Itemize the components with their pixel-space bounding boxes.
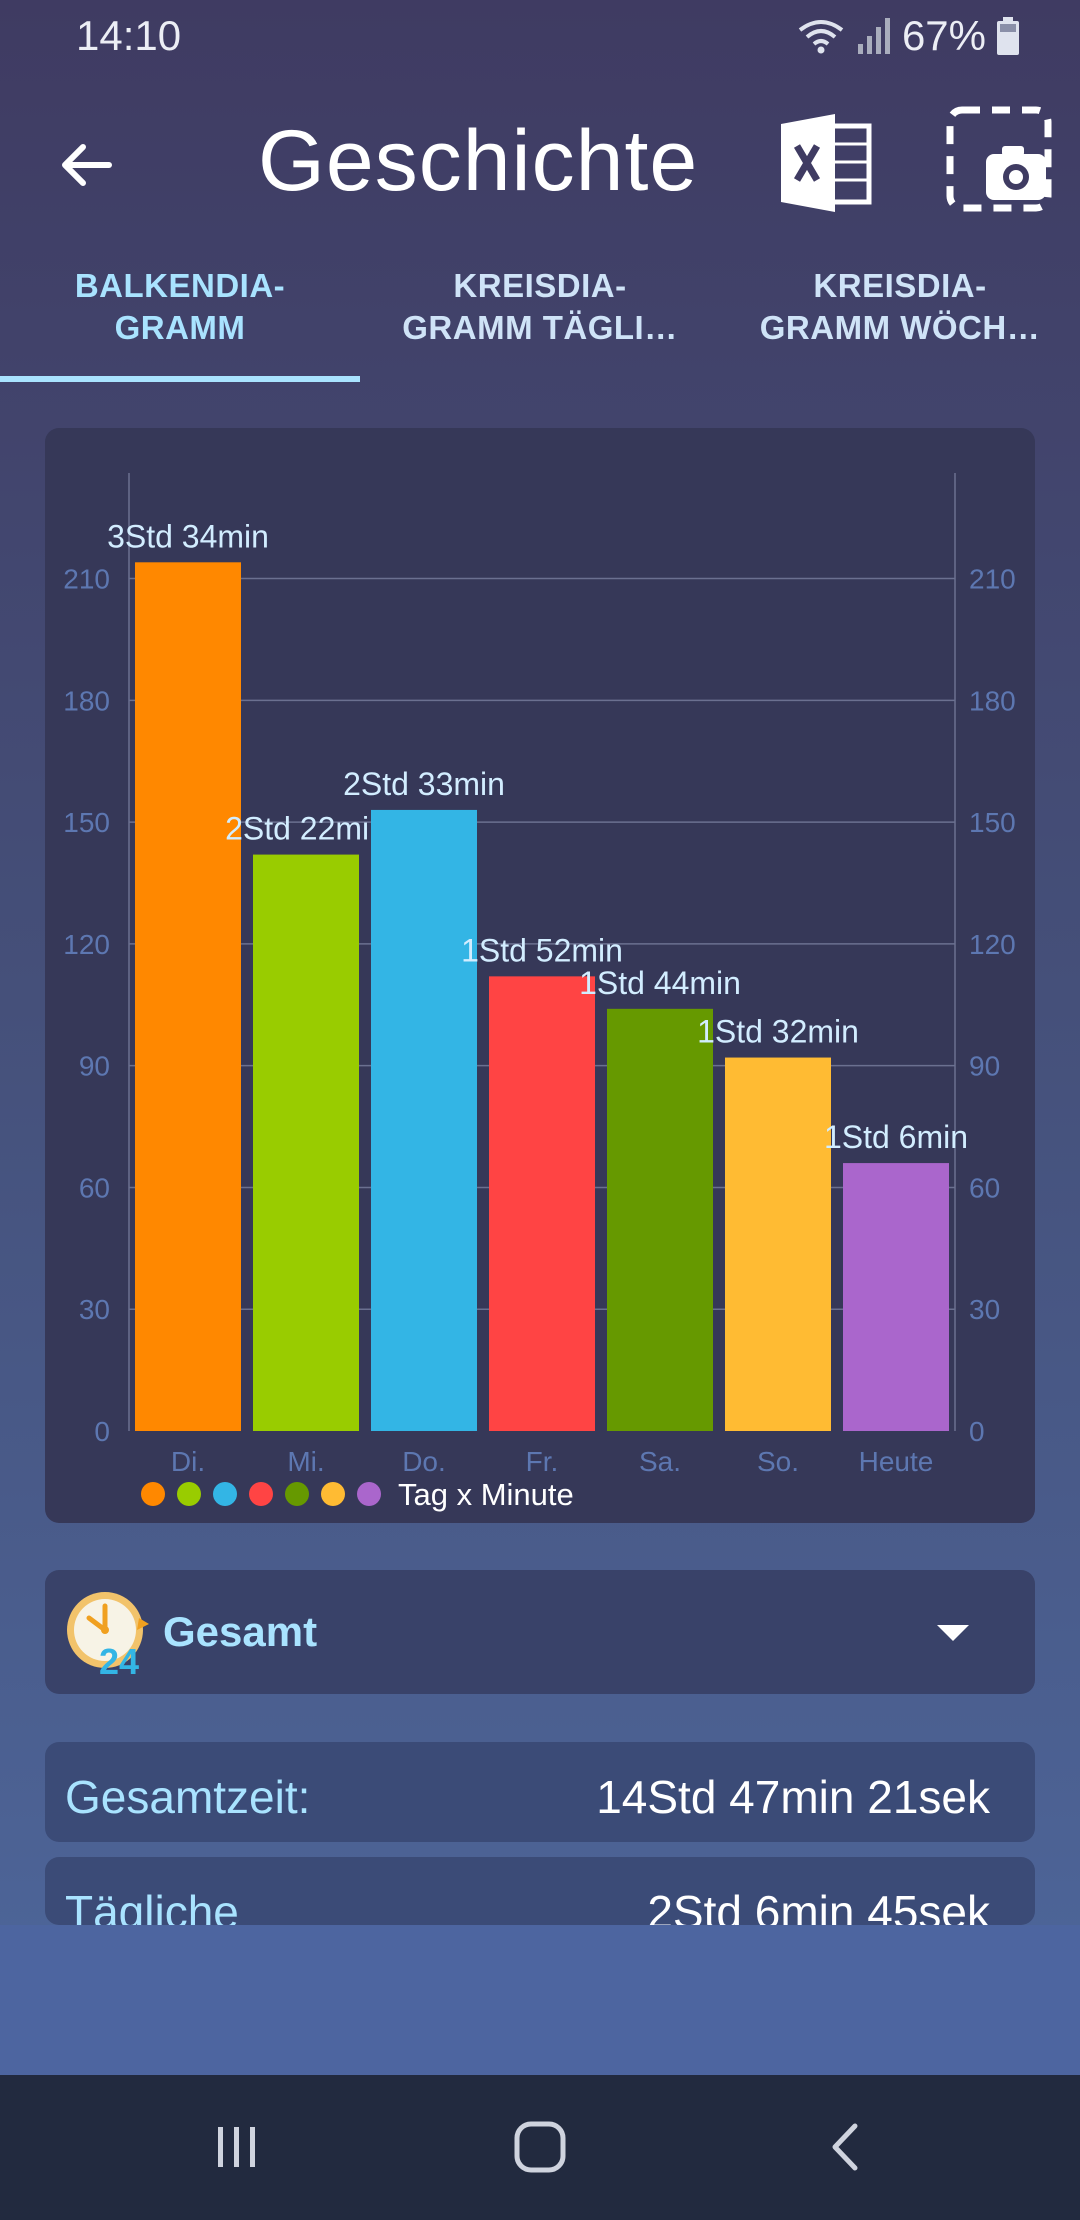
y-tick-label-right: 90	[969, 1051, 1000, 1082]
bar-data-label: 1Std 44min	[579, 965, 741, 1001]
back-button[interactable]	[40, 120, 130, 210]
home-button[interactable]	[495, 2107, 585, 2187]
bar-data-label: 3Std 34min	[107, 518, 269, 554]
y-tick-label-right: 210	[969, 564, 1016, 595]
tab-pie-chart-daily[interactable]: KREISDIA- GRAMM TÄGLI…	[360, 265, 720, 383]
screenshot-icon	[946, 106, 1052, 212]
tab-label: BALKENDIA- GRAMM	[74, 267, 286, 346]
bar-chart-card: 0 0 30 30 60 60 90 90 120 120 150 150 180 180 210 210 3S…	[45, 428, 1035, 1523]
period-selector-label: Gesamt	[163, 1608, 318, 1655]
x-tick-label: Sa.	[639, 1446, 681, 1477]
y-tick-label-left: 150	[63, 807, 110, 838]
bar-chart[interactable]: 0 0 30 30 60 60 90 90 120 120 150 150 180 180 210 210 3S…	[45, 428, 1035, 1523]
period-selector[interactable]: 24 Gesamt	[45, 1570, 1035, 1694]
page-title: Geschichte	[258, 113, 699, 209]
clock-24-icon: 24	[67, 1592, 149, 1678]
bar-di	[135, 562, 241, 1431]
status-time: 14:10	[76, 12, 182, 59]
legend-dot	[213, 1482, 237, 1506]
bar-data-label: 1Std 32min	[697, 1014, 859, 1050]
legend-dot	[141, 1482, 165, 1506]
bar-data-label: 1Std 52min	[461, 932, 623, 968]
status-bar: 14:10 67%	[0, 0, 1080, 70]
y-tick-label-right: 30	[969, 1294, 1000, 1325]
tab-pie-chart-weekly[interactable]: KREISDIA- GRAMM WÖCH…	[720, 265, 1080, 383]
x-tick-label: Di.	[171, 1446, 205, 1477]
battery-percent: 67%	[901, 12, 986, 59]
y-tick-label-left: 120	[63, 929, 110, 960]
y-tick-label-left: 90	[79, 1051, 110, 1082]
legend-dot	[249, 1482, 273, 1506]
svg-text:24: 24	[99, 1641, 139, 1678]
excel-export-icon	[781, 114, 872, 212]
signal-icon	[857, 18, 890, 54]
x-tick-label: Heute	[859, 1446, 934, 1477]
total-time-row: Gesamtzeit: 14Std 47min 21sek	[45, 1742, 1035, 1842]
recents-icon	[218, 2127, 255, 2167]
y-tick-label-right: 120	[969, 929, 1016, 960]
status-icons: 67%	[796, 12, 1020, 60]
y-tick-label-right: 150	[969, 807, 1016, 838]
bar-data-label: 1Std 6min	[824, 1119, 968, 1155]
back-icon	[832, 2123, 858, 2171]
tab-label: KREISDIA- GRAMM TÄGLI…	[402, 267, 678, 346]
bar-mi	[253, 854, 359, 1431]
bar-heute	[843, 1163, 949, 1431]
scroll-area-bottom	[0, 1925, 1080, 2075]
legend-dot	[321, 1482, 345, 1506]
total-time-label: Gesamtzeit:	[65, 1771, 311, 1823]
x-tick-label: Do.	[402, 1446, 446, 1477]
active-tab-indicator	[0, 376, 360, 382]
bar-sa	[607, 1008, 713, 1431]
bar-do	[371, 809, 477, 1431]
wifi-icon	[798, 20, 844, 54]
y-tick-label-left: 210	[63, 564, 110, 595]
bar-data-label: 2Std 33min	[343, 766, 505, 802]
excel-export-button[interactable]	[775, 108, 875, 218]
x-tick-label: Fr.	[526, 1446, 559, 1477]
bar-fr	[489, 976, 595, 1431]
tab-bar: BALKENDIA- GRAMM KREISDIA- GRAMM TÄGLI… …	[0, 265, 1080, 383]
y-tick-label-left: 30	[79, 1294, 110, 1325]
daily-time-label: Tägliche	[65, 1886, 239, 1925]
daily-time-row: Tägliche 2Std 6min 45sek	[45, 1857, 1035, 1925]
battery-icon	[997, 17, 1019, 55]
x-tick-label: So.	[757, 1446, 799, 1477]
x-tick-label: Mi.	[287, 1446, 324, 1477]
total-time-value: 14Std 47min 21sek	[596, 1771, 990, 1823]
legend-dot	[177, 1482, 201, 1506]
y-tick-label-right: 180	[969, 685, 1016, 716]
daily-time-value: 2Std 6min 45sek	[647, 1886, 990, 1925]
tab-label: KREISDIA- GRAMM WÖCH…	[759, 267, 1041, 346]
y-tick-label-right: 0	[969, 1416, 985, 1447]
y-tick-label-right: 60	[969, 1172, 1000, 1203]
legend-label: Tag x Minute	[398, 1477, 574, 1512]
app-bar: Geschichte	[0, 90, 1080, 230]
legend-dot	[357, 1482, 381, 1506]
bar-data-label: 2Std 22min	[225, 811, 387, 847]
y-tick-label-left: 0	[94, 1416, 110, 1447]
home-icon	[514, 2121, 566, 2173]
legend-dot	[285, 1482, 309, 1506]
y-tick-label-left: 60	[79, 1172, 110, 1203]
system-nav-bar	[0, 2075, 1080, 2220]
bar-so	[725, 1057, 831, 1431]
chevron-down-icon	[937, 1625, 969, 1641]
system-back-button[interactable]	[800, 2107, 890, 2187]
y-tick-label-left: 180	[63, 685, 110, 716]
tab-bar-chart[interactable]: BALKENDIA- GRAMM	[0, 265, 360, 383]
recents-button[interactable]	[192, 2107, 282, 2187]
arrow-left-icon	[62, 144, 112, 186]
screenshot-button[interactable]	[944, 104, 1054, 214]
